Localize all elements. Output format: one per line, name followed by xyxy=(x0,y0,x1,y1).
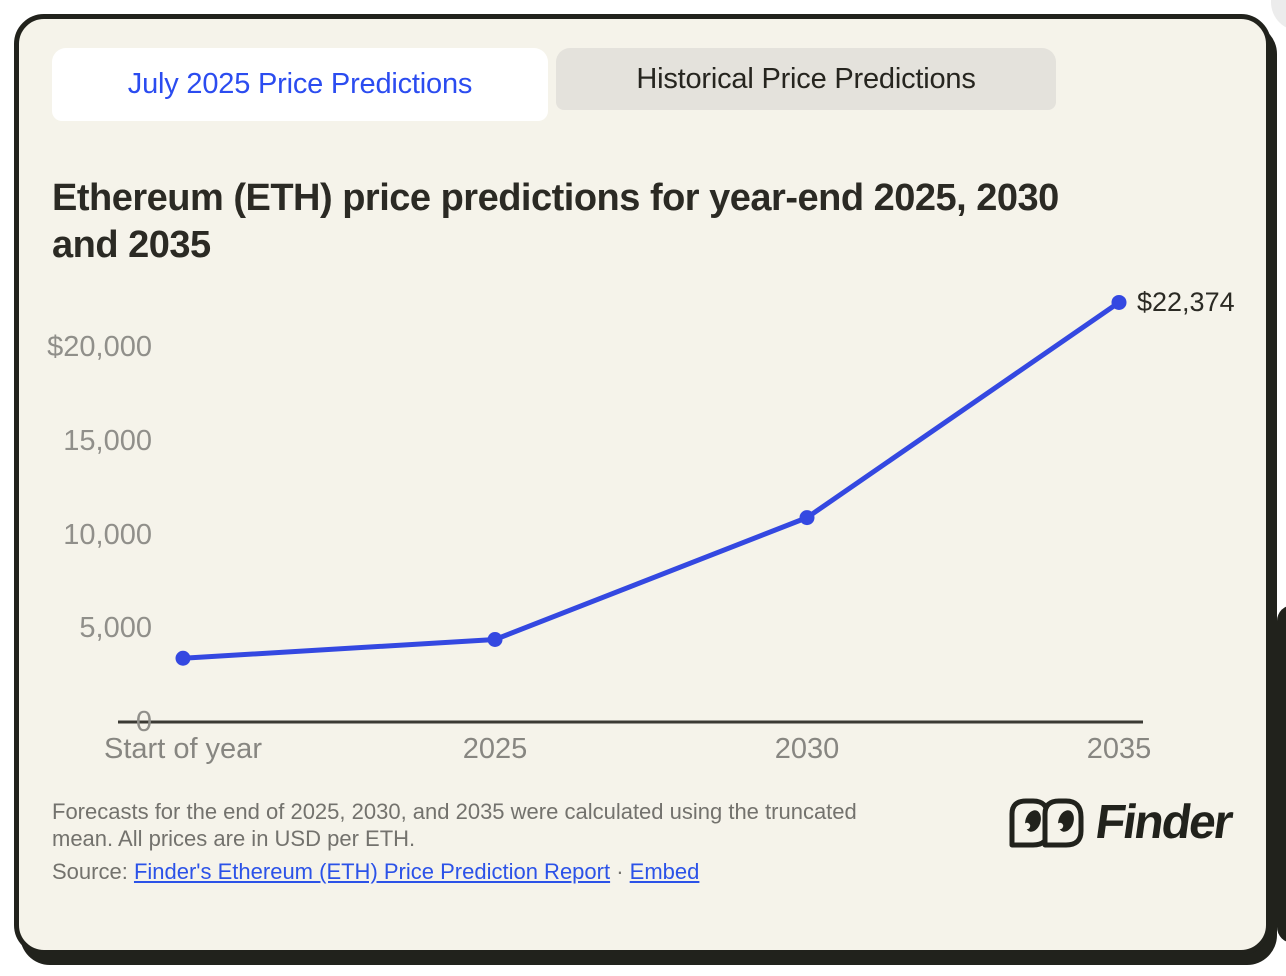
x-axis-tick-label: 2030 xyxy=(774,733,840,765)
price-line xyxy=(180,299,1122,661)
tab-july-2025-label: July 2025 Price Predictions xyxy=(127,68,473,100)
y-axis-tick-label: 10,000 xyxy=(63,518,152,551)
stacked-card-edge xyxy=(1277,605,1286,943)
background-decor-circle xyxy=(1271,0,1286,31)
x-axis-tick-label: 2025 xyxy=(462,733,528,765)
embed-link[interactable]: Embed xyxy=(629,859,700,884)
x-axis-tick-label: 2035 xyxy=(1086,733,1152,765)
y-axis-tick-label: $20,000 xyxy=(47,331,152,363)
source-report-link[interactable]: Finder's Ethereum (ETH) Price Prediction… xyxy=(133,859,611,884)
y-axis-tick-label: 15,000 xyxy=(63,424,152,457)
price-chart xyxy=(118,294,1143,724)
finder-wordmark: Finder xyxy=(1092,796,1235,849)
footer-note: Forecasts for the end of 2025, 2030, and… xyxy=(52,799,857,851)
finder-eyes-icon xyxy=(1009,798,1084,848)
tab-historical-label: Historical Price Predictions xyxy=(636,62,976,95)
tab-historical-predictions[interactable]: Historical Price Predictions xyxy=(556,48,1056,110)
source-label: Source: xyxy=(52,859,128,884)
chart-card: July 2025 Price Predictions Historical P… xyxy=(14,14,1271,955)
point-value-label: $22,374 xyxy=(1137,287,1235,318)
finder-logo[interactable]: Finder xyxy=(1003,793,1234,853)
chart-card-content: July 2025 Price Predictions Historical P… xyxy=(19,19,1266,950)
y-axis-tick-label: 0 xyxy=(135,706,152,738)
data-points xyxy=(175,294,1127,666)
source-line: Source: Finder's Ethereum (ETH) Price Pr… xyxy=(52,858,699,885)
x-axis-tick-label: Start of year xyxy=(104,733,262,765)
separator-dot: · xyxy=(616,859,624,884)
y-axis-tick-label: 5,000 xyxy=(79,612,152,645)
chart-title: Ethereum (ETH) price predictions for yea… xyxy=(52,177,1059,267)
data-point-dot xyxy=(175,650,191,666)
data-point-dot xyxy=(1111,294,1127,310)
tab-july-2025-predictions[interactable]: July 2025 Price Predictions xyxy=(52,48,548,121)
data-point-dot xyxy=(487,632,503,647)
data-point-dot xyxy=(799,510,815,526)
